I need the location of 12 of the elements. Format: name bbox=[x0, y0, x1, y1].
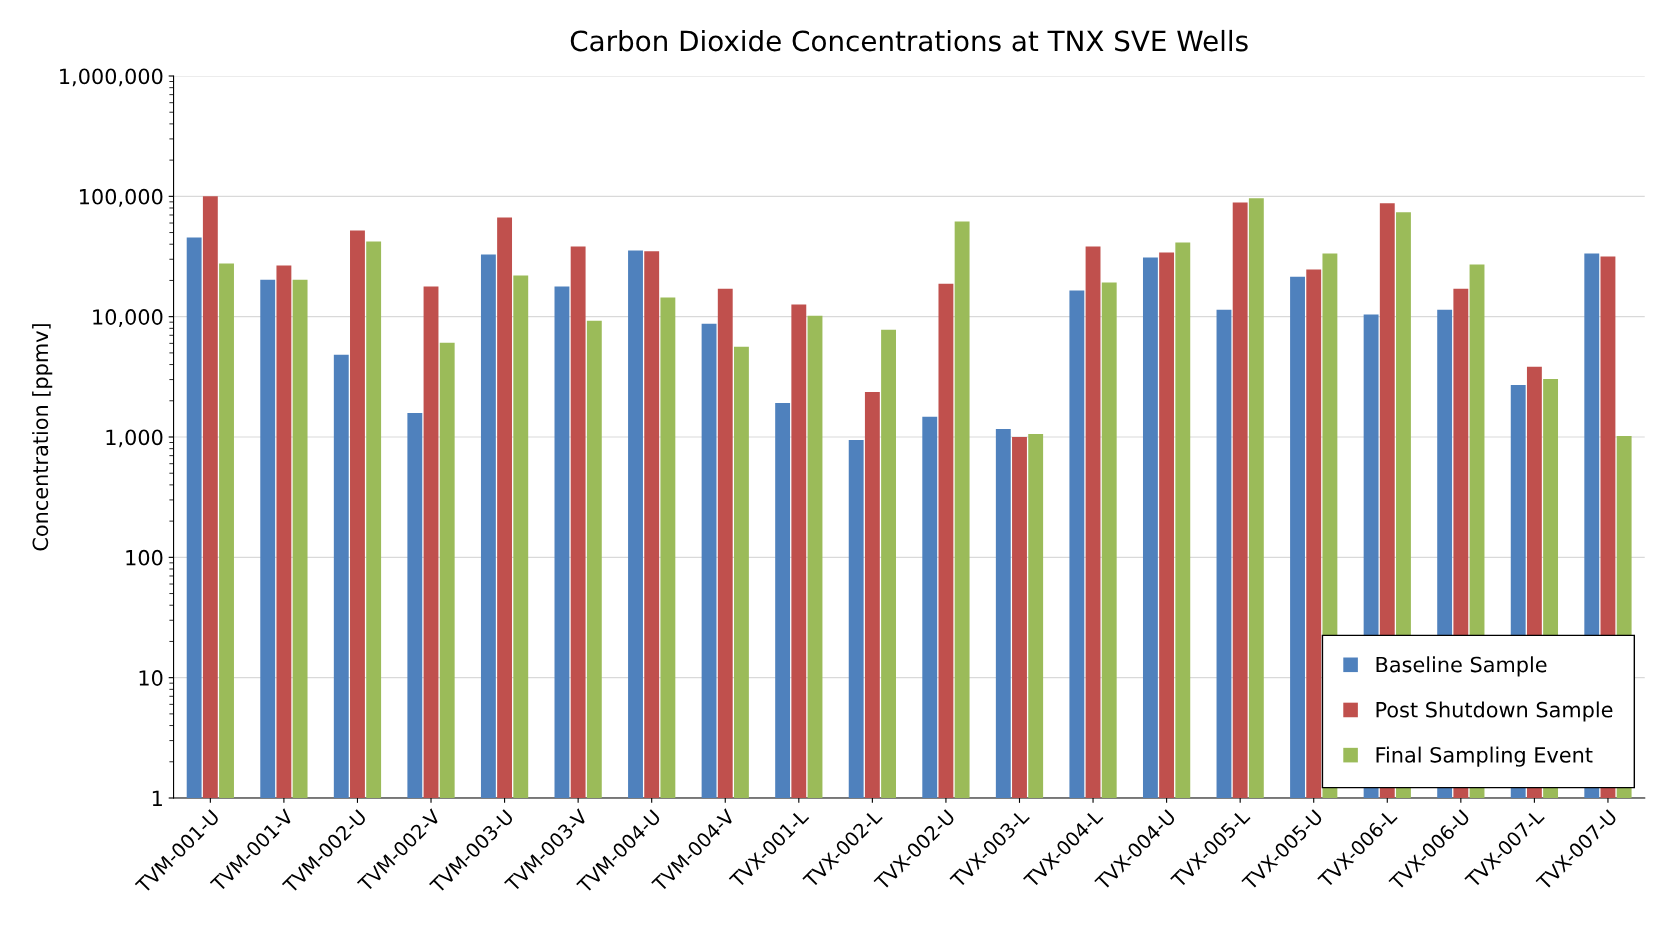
y-tick-label: 1,000 bbox=[106, 429, 163, 448]
y-tick-label: 100 bbox=[126, 549, 163, 566]
y-tick-label: 10,000 bbox=[93, 309, 163, 327]
y-axis-title: Concentration [ppmv] bbox=[32, 324, 53, 551]
y-tick-label: 10 bbox=[139, 670, 163, 686]
y-tick-label: 1 bbox=[152, 790, 162, 806]
legend-label: Baseline Sample bbox=[1376, 656, 1547, 677]
legend-label: Post Shutdown Sample bbox=[1376, 701, 1613, 722]
chart-title: Carbon Dioxide Concentrations at TNX SVE Wells bbox=[570, 29, 1248, 52]
legend-label: Final Sampling Event bbox=[1376, 746, 1593, 767]
y-tick-label: 100,000 bbox=[79, 188, 163, 207]
y-tick-label: 1,000,000 bbox=[60, 68, 163, 87]
